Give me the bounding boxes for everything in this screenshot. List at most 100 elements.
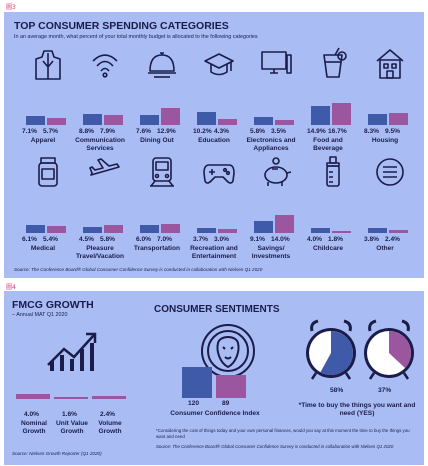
bar-series-2	[104, 114, 123, 125]
bar-series-1	[254, 221, 273, 233]
growth-chart-icon	[47, 332, 97, 371]
category-dining-out: 7.6% 12.9% Dining Out	[132, 47, 196, 152]
bar-series-1	[83, 113, 102, 125]
category-label: Childcare	[312, 245, 344, 252]
value-label: 4.5%	[79, 236, 95, 243]
value-label: 5.8%	[100, 236, 116, 243]
bar-series-1	[197, 111, 216, 125]
value-label: 14.0%	[271, 236, 290, 243]
category-housing: 8.3% 9.5% Housing	[360, 47, 424, 152]
category-label: Recreation and Entertainment	[190, 245, 238, 260]
bar-series-1	[140, 115, 159, 125]
category-label: Dining Out	[140, 137, 174, 144]
sentiments-title: CONSUMER SENTIMENTS	[154, 304, 280, 315]
category-childcare: 4.0% 1.8% Childcare	[303, 155, 367, 260]
time-to-buy-slice	[389, 331, 411, 369]
category-label: Electronics and Appliances	[246, 137, 296, 152]
value-label: 7.6%	[136, 128, 152, 135]
category-label: Other	[376, 245, 394, 252]
bar-series-1	[311, 227, 330, 233]
value-label: 6.0%	[136, 236, 152, 243]
value-label: 7.0%	[157, 236, 173, 243]
value-label: 8.8%	[79, 128, 95, 135]
value-label: 16.7%	[328, 128, 347, 135]
value-label: 10.2%	[193, 128, 212, 135]
value-label: 7.1%	[22, 128, 38, 135]
value-label: 3.8%	[364, 236, 380, 243]
value-label: 5.4%	[43, 236, 59, 243]
bar-series-2	[47, 117, 66, 125]
value-label: 3.5%	[271, 128, 287, 135]
bar-series-1	[368, 114, 387, 125]
category-label: Pleasure Travel/Vacation	[75, 245, 124, 260]
value-label: 9.1%	[250, 236, 266, 243]
bar-series-1	[311, 105, 330, 125]
sentiments-source: Source: The Conference Board® Global Con…	[156, 444, 394, 449]
fmcg-category-label: Volume Growth	[98, 420, 122, 435]
value-label: 5.8%	[250, 128, 266, 135]
value-label: 3.0%	[214, 236, 230, 243]
category-apparel: 7.1% 5.7% Apparel	[18, 47, 82, 152]
category-label: Communication Services	[75, 137, 125, 152]
bar-series-1	[254, 117, 273, 125]
category-label: Savings/Investments	[251, 245, 291, 260]
clock-pie-2	[364, 319, 414, 380]
fmcg-bar	[92, 396, 126, 399]
time-to-buy-label: *Time to buy the things you want and nee…	[298, 402, 416, 417]
category-medical: 6.1% 5.4% Medical	[18, 155, 82, 260]
pill-bottle-icon	[38, 157, 58, 187]
category-savings-investments: 9.1% 14.0% Savings/Investments	[246, 155, 310, 260]
fmcg-subtitle: – Annual MAT Q1 2020	[12, 312, 68, 318]
bar-series-2	[104, 225, 123, 233]
value-label: 1.8%	[328, 236, 344, 243]
figure-label-4: 圖4	[6, 284, 16, 291]
category-label: Education	[198, 137, 230, 144]
value-label: 6.1%	[22, 236, 38, 243]
time-to-buy-value: 58%	[330, 387, 344, 394]
clock-pie-1	[306, 319, 356, 380]
bar-series-2	[161, 108, 180, 125]
monitor-icon	[261, 51, 292, 74]
bar-series-2	[161, 223, 180, 233]
bar-series-2	[218, 229, 237, 233]
piggy-bank-icon	[264, 157, 292, 186]
cci-bar	[182, 366, 212, 398]
fmcg-source: Source: Nielsen Growth Reporter (Q1 2020…	[12, 451, 102, 456]
spending-title: TOP CONSUMER SPENDING CATEGORIES	[14, 20, 229, 32]
bottom-panel: FMCG GROWTH – Annual MAT Q1 2020 4.0% Nom…	[4, 291, 424, 465]
fmcg-category-label: Unit Value Growth	[56, 420, 88, 435]
cci-label: Consumer Confidence Index	[170, 410, 260, 417]
value-label: 14.9%	[307, 128, 326, 135]
category-other: 3.8% 2.4% Other	[360, 155, 424, 260]
airplane-icon	[89, 158, 120, 176]
coat-icon	[35, 50, 61, 80]
fmcg-title: FMCG GROWTH	[12, 299, 94, 311]
menu-icon	[376, 158, 404, 186]
category-label: Transportation	[133, 245, 181, 252]
fmcg-value-label: 4.0%	[24, 411, 40, 418]
value-label: 4.3%	[214, 128, 230, 135]
train-icon	[150, 157, 174, 187]
category-communication-services: 8.8% 7.9% Communication Services	[75, 47, 139, 152]
value-label: 2.4%	[385, 236, 401, 243]
bar-series-2	[389, 112, 408, 125]
bar-series-1	[140, 225, 159, 233]
cloche-icon	[148, 52, 176, 78]
sentiments-footnote: *Considering the cost of things today an…	[156, 428, 410, 439]
spending-subtitle: In an average month, what percent of you…	[14, 34, 258, 40]
cci-value-label: 120	[188, 400, 200, 407]
category-label: Housing	[371, 137, 399, 144]
value-label: 4.0%	[307, 236, 323, 243]
house-icon	[376, 49, 404, 79]
bar-series-2	[332, 230, 351, 233]
fmcg-bar	[54, 397, 88, 399]
fmcg-value-label: 2.4%	[100, 411, 116, 418]
category-label: Apparel	[30, 137, 56, 144]
category-pleasure-travel-vacation: 4.5% 5.8% Pleasure Travel/Vacation	[75, 155, 139, 260]
baby-bottle-icon	[326, 156, 340, 187]
bar-series-2	[275, 214, 294, 233]
bar-series-2	[332, 103, 351, 125]
bar-series-1	[83, 227, 102, 233]
bar-series-2	[389, 229, 408, 233]
cci-bar	[216, 374, 246, 398]
